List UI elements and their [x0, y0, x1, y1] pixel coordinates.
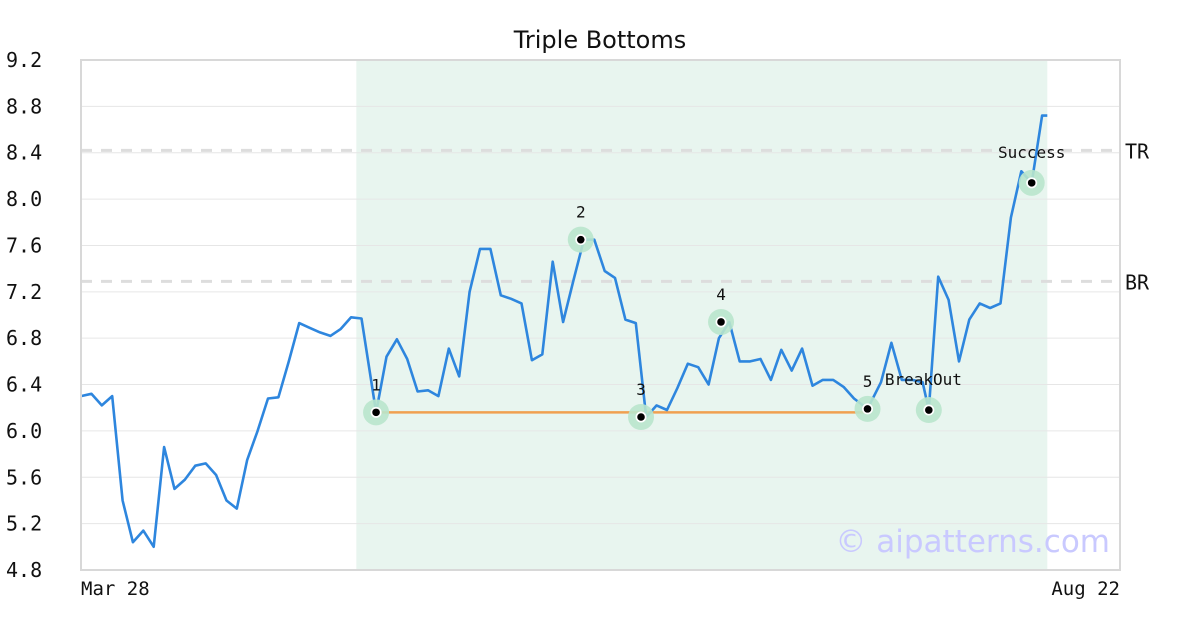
level-label-br: BR [1125, 270, 1150, 294]
pattern-window [356, 60, 1048, 570]
y-tick-label: 5.2 [6, 512, 42, 536]
pattern-point [717, 318, 725, 326]
pattern-point [372, 408, 380, 417]
pattern-point-label: BreakOut [885, 370, 962, 389]
y-tick-label: 5.6 [6, 465, 42, 489]
watermark: © aipatterns.com [835, 524, 1110, 560]
y-tick-label: 4.8 [6, 558, 42, 582]
x-tick-label: Aug 22 [1051, 578, 1120, 600]
y-tick-label: 8.0 [6, 187, 42, 211]
chart-title: Triple Bottoms [513, 26, 687, 54]
pattern-point [1027, 179, 1036, 187]
pattern-point [925, 406, 933, 414]
pattern-point-label: 1 [371, 375, 381, 394]
y-tick-label: 8.8 [6, 94, 42, 118]
pattern-point-label: 5 [863, 372, 873, 391]
pattern-point [576, 235, 585, 244]
y-tick-label: 6.0 [6, 419, 42, 443]
pattern-point-label: 2 [576, 203, 586, 222]
pattern-point [637, 413, 645, 421]
plot-area: 4.8 5.2 5.6 6.0 6.4 6.8 7.2 7.6 8.0 8.4 8.8 9.2 Mar … [6, 48, 1150, 600]
pattern-point-label: 4 [716, 285, 726, 304]
y-tick-label: 6.8 [6, 326, 42, 350]
pattern-point-label: 3 [636, 380, 646, 399]
plot-border [80, 59, 1121, 571]
pattern-point [863, 405, 872, 413]
level-label-tr: TR [1125, 139, 1150, 163]
y-tick-label: 7.6 [6, 233, 42, 257]
pattern-point-label: Success [998, 143, 1065, 162]
y-tick-label: 6.4 [6, 373, 42, 397]
y-tick-label: 9.2 [6, 48, 42, 72]
y-tick-label: 7.2 [6, 280, 42, 304]
price-series-line [80, 114, 1048, 549]
x-tick-label: Mar 28 [81, 578, 150, 600]
y-tick-label: 8.4 [6, 141, 42, 165]
